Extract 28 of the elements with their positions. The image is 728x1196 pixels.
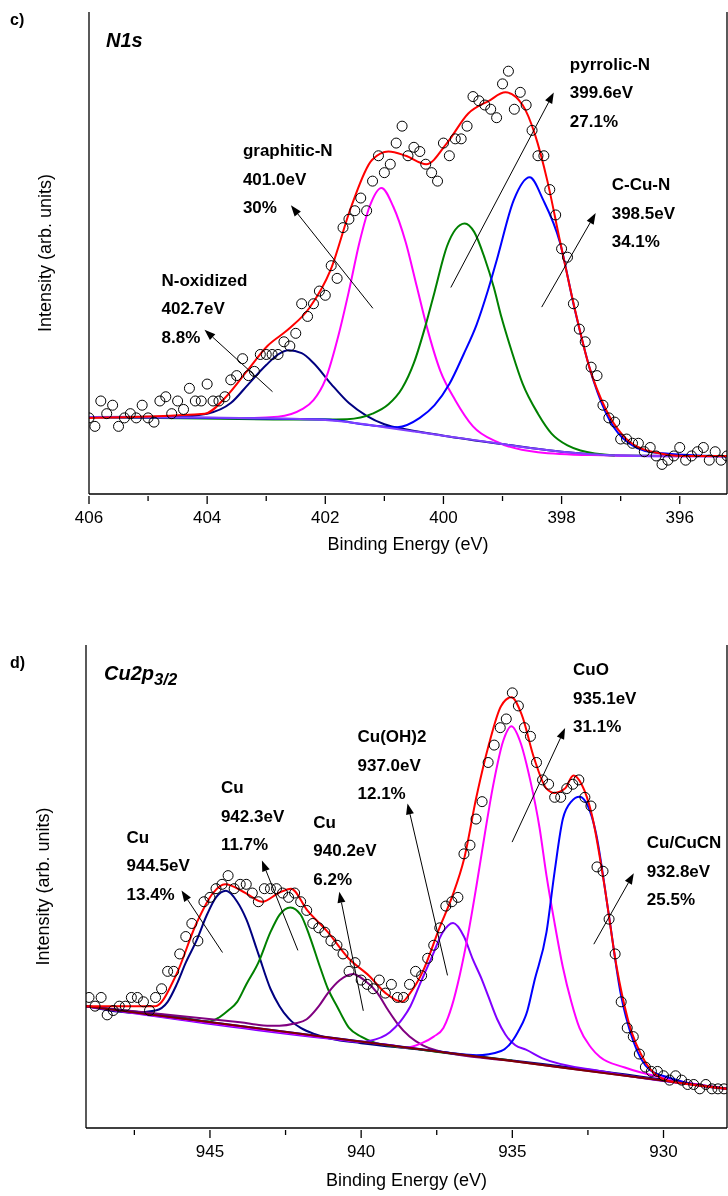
annotation: Cu/CuCN 932.8eV 25.5% (646, 833, 722, 910)
annotation: Cu 940.2eV 6.2% (313, 812, 378, 889)
y-axis-title: Intensity (arb. units) (33, 807, 54, 966)
chart-title: N1s (106, 29, 143, 51)
annotation: pyrrolic-N 399.6eV 27.1% (569, 54, 651, 131)
annotation: Cu 944.5eV 13.4% (126, 827, 191, 904)
x-tick-label: 940 (346, 1142, 376, 1161)
x-tick-label: 402 (311, 508, 340, 527)
x-axis-title: Binding Energy (eV) (325, 1170, 488, 1190)
annotation: N-oxidized 402.7eV 8.8% (161, 270, 248, 347)
x-tick-label: 930 (649, 1142, 678, 1161)
annotation: Cu(OH)2 937.0eV 12.1% (357, 727, 427, 804)
y-axis-title: Intensity (arb. units) (34, 173, 55, 333)
annotation: Cu 942.3eV 11.7% (220, 778, 285, 855)
annotation: C-Cu-N 398.5eV 34.1% (611, 175, 676, 252)
x-tick-label: 398 (547, 508, 576, 527)
x-tick-label: 406 (74, 508, 104, 527)
x-tick-label: 935 (498, 1142, 527, 1161)
x-tick-label: 404 (192, 508, 222, 527)
x-tick-label: 945 (195, 1142, 225, 1161)
text: c) (10, 11, 25, 28)
x-tick-label: 400 (429, 508, 458, 527)
annotation: graphitic-N 401.0eV 30% (242, 141, 333, 218)
x-axis-title: Binding Energy (eV) (327, 534, 489, 554)
x-tick-label: 396 (665, 508, 694, 527)
text: d) (10, 654, 26, 671)
annotation: CuO 935.1eV 31.1% (573, 660, 638, 737)
chart-title: Cu2p$_{3/2}$ (104, 662, 178, 689)
